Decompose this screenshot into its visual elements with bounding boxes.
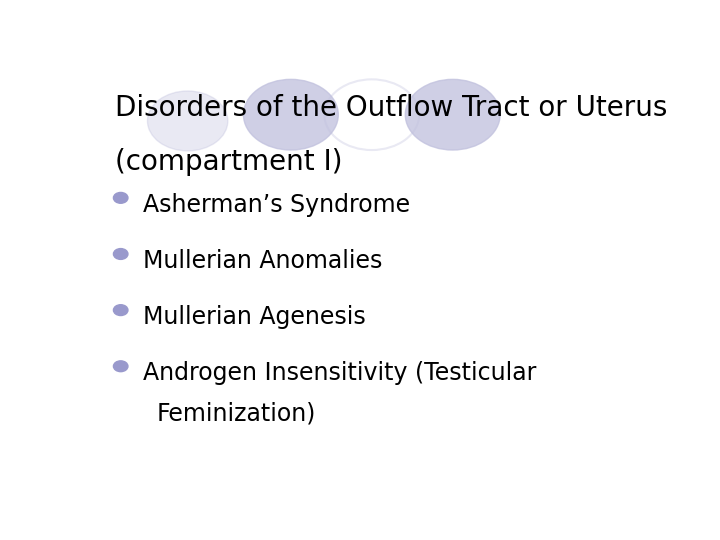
Circle shape bbox=[114, 248, 128, 259]
Circle shape bbox=[405, 79, 500, 150]
Text: Mullerian Anomalies: Mullerian Anomalies bbox=[143, 249, 382, 273]
Circle shape bbox=[148, 91, 228, 151]
Circle shape bbox=[114, 305, 128, 315]
Text: Feminization): Feminization) bbox=[157, 402, 316, 426]
Text: Disorders of the Outflow Tract or Uterus: Disorders of the Outflow Tract or Uterus bbox=[115, 94, 667, 122]
Text: (compartment I): (compartment I) bbox=[115, 148, 343, 176]
Text: Androgen Insensitivity (Testicular: Androgen Insensitivity (Testicular bbox=[143, 361, 536, 385]
Text: Mullerian Agenesis: Mullerian Agenesis bbox=[143, 305, 366, 329]
Circle shape bbox=[114, 361, 128, 372]
Text: Asherman’s Syndrome: Asherman’s Syndrome bbox=[143, 193, 410, 217]
Circle shape bbox=[114, 192, 128, 203]
Circle shape bbox=[243, 79, 338, 150]
